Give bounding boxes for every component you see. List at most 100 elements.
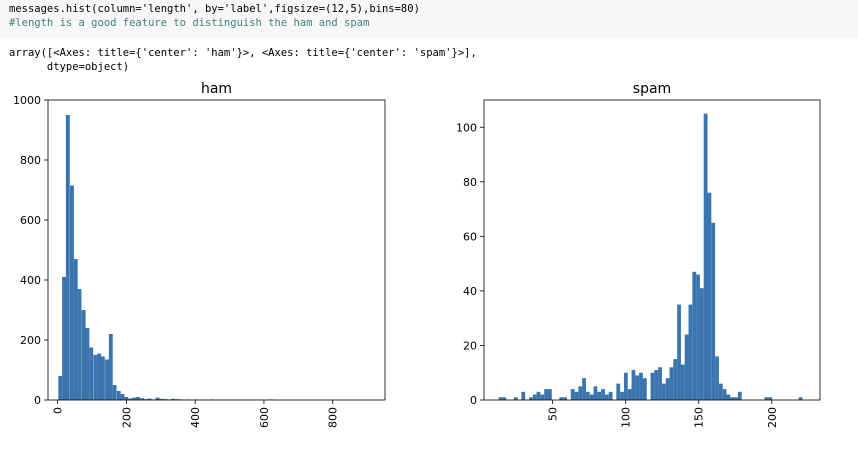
- histogram-bar: [163, 399, 168, 400]
- histogram-bar: [677, 304, 681, 400]
- histogram-bar: [768, 397, 773, 400]
- histogram-bar: [661, 383, 666, 400]
- x-tick-label: 50: [547, 407, 560, 421]
- histogram-bar: [699, 288, 704, 400]
- histogram-bar: [635, 375, 640, 400]
- histogram-bar: [734, 397, 738, 400]
- y-tick-label: 80: [463, 176, 477, 189]
- histogram-bar: [563, 397, 567, 400]
- histogram-bar: [147, 398, 152, 400]
- histogram-bar: [105, 359, 109, 400]
- histogram-bar: [711, 222, 716, 400]
- x-tick-label: 600: [258, 407, 271, 428]
- histogram-bar: [112, 385, 117, 400]
- x-tick-label: 200: [120, 407, 133, 428]
- histogram-bar: [718, 383, 723, 400]
- y-tick-label: 200: [20, 334, 41, 347]
- y-tick-label: 100: [456, 121, 477, 134]
- histogram-bar: [680, 364, 685, 400]
- histogram-bar: [536, 391, 541, 400]
- histogram-bar: [155, 397, 160, 400]
- output-line: array([<Axes: title={'center': 'ham'}>, …: [9, 47, 477, 59]
- y-tick-label: 0: [470, 394, 477, 407]
- y-tick-label: 40: [463, 285, 477, 298]
- y-tick-label: 400: [20, 274, 41, 287]
- histogram-bar: [143, 399, 148, 400]
- histogram-bar: [77, 289, 82, 400]
- histogram-bar: [707, 192, 712, 400]
- histogram-bar: [578, 386, 583, 400]
- histogram-bar: [669, 367, 674, 400]
- y-tick-label: 600: [20, 214, 41, 227]
- code-cell[interactable]: messages.hist(column='length', by='label…: [0, 0, 858, 38]
- histogram-bar: [631, 370, 636, 400]
- histogram-bar: [81, 310, 86, 400]
- histogram-bar: [136, 397, 140, 400]
- histogram-bar: [597, 391, 602, 400]
- histogram-bar: [171, 398, 175, 400]
- histogram-bar: [85, 328, 90, 400]
- histogram-bar: [65, 115, 70, 400]
- histogram-bar: [502, 397, 507, 400]
- y-tick-label: 1000: [13, 94, 41, 107]
- histogram-bar: [62, 277, 66, 400]
- histogram-bar: [585, 391, 590, 400]
- histogram-bar: [521, 391, 526, 400]
- histogram-bar: [574, 391, 579, 400]
- y-tick-label: 800: [20, 154, 41, 167]
- histogram-bar: [559, 397, 564, 400]
- x-tick-label: 400: [189, 407, 202, 428]
- histogram-bar: [688, 304, 693, 400]
- histogram-bar: [623, 372, 628, 400]
- histogram-bar: [642, 378, 647, 400]
- code-comment: #length is a good feature to distinguish…: [9, 17, 370, 29]
- histogram-bar: [140, 398, 145, 400]
- histogram-bar: [540, 394, 545, 400]
- histogram-bar: [692, 271, 697, 400]
- axes-frame: [47, 99, 386, 401]
- histogram-bar: [658, 367, 662, 400]
- histogram-bar: [715, 356, 719, 400]
- y-tick-label: 20: [463, 339, 477, 352]
- histogram-bar: [620, 391, 624, 400]
- histogram-bar: [89, 347, 94, 400]
- histogram-bar: [93, 355, 98, 400]
- histogram-bar: [570, 389, 575, 400]
- axes-frame: [483, 99, 821, 401]
- histogram-bar: [124, 397, 129, 400]
- y-tick-label: 0: [34, 394, 41, 407]
- chart-title: ham: [201, 81, 232, 97]
- histogram-bar: [58, 376, 63, 400]
- histogram-bar: [696, 274, 700, 400]
- histogram-bar: [116, 391, 121, 400]
- histogram-bar: [108, 334, 113, 400]
- histogram-bar: [730, 397, 735, 400]
- histogram-bar: [582, 378, 586, 400]
- histogram-bar: [544, 389, 548, 400]
- histogram-bar: [684, 334, 689, 400]
- histogram-bar: [703, 113, 708, 400]
- histogram-bar: [513, 397, 518, 400]
- output-text: array([<Axes: title={'center': 'ham'}>, …: [9, 46, 477, 74]
- x-tick-label: 200: [766, 407, 779, 428]
- histogram-bar: [798, 397, 803, 400]
- y-tick-label: 60: [463, 230, 477, 243]
- histogram-bar: [100, 356, 105, 400]
- histogram-bar: [726, 394, 731, 400]
- x-tick-label: 800: [327, 407, 340, 428]
- code-line: messages.hist(column='length', by='label…: [9, 3, 420, 15]
- histogram-bar: [673, 359, 678, 400]
- histogram-bar: [654, 370, 659, 400]
- x-tick-label: 150: [693, 407, 706, 428]
- histogram-bar: [639, 372, 643, 400]
- histogram-bar: [528, 397, 533, 400]
- histogram-bar: [764, 397, 769, 400]
- histogram-bar: [737, 391, 742, 400]
- histogram-bar: [547, 389, 552, 400]
- histogram-bar: [601, 389, 605, 400]
- histogram-bar: [589, 394, 594, 400]
- histogram-bar: [604, 394, 609, 400]
- x-tick-label: 100: [620, 407, 633, 428]
- histogram-bar: [120, 394, 125, 400]
